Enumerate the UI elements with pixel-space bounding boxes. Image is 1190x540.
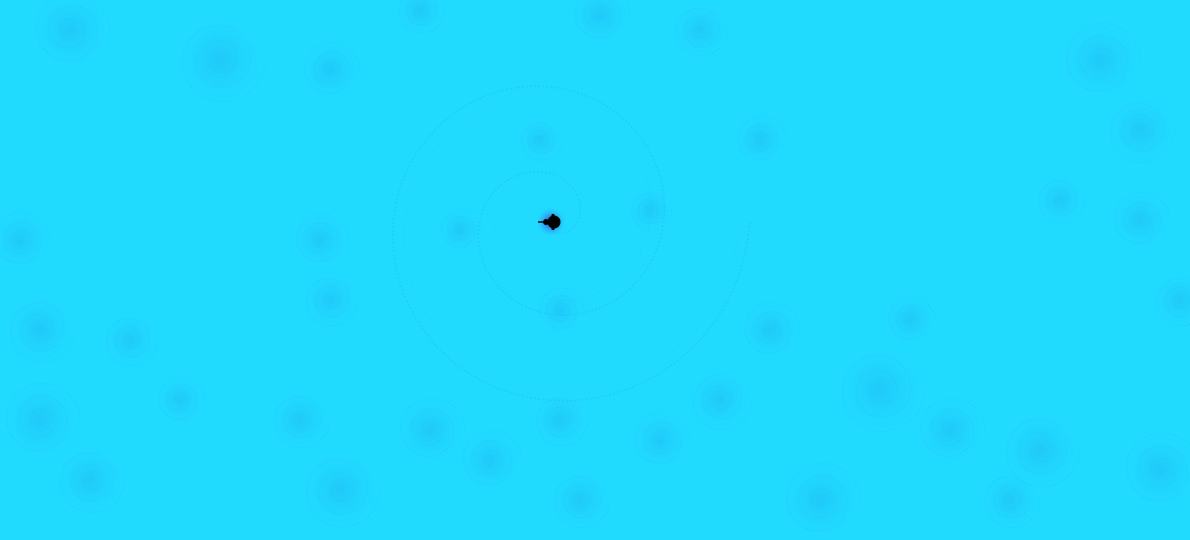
satellite-glow — [296, 266, 364, 334]
central-swirl-arm — [391, 85, 751, 402]
satellite-glow — [0, 288, 82, 372]
minibrot-body — [543, 219, 549, 225]
satellite-glow — [1112, 422, 1190, 518]
satellite-glow — [294, 34, 366, 106]
satellite-glow — [22, 0, 118, 78]
satellite-glow — [150, 370, 210, 430]
satellite-glow — [292, 442, 388, 538]
satellite-glow — [544, 464, 616, 536]
satellite-glow — [1098, 88, 1182, 172]
central-swirl-arm — [433, 78, 731, 332]
satellite-glow — [974, 464, 1046, 536]
satellite-glow — [513, 113, 567, 167]
satellite-glow — [666, 0, 734, 64]
satellite-glow — [880, 290, 940, 350]
satellite-glow — [0, 204, 56, 276]
mandelbrot-minibrot — [535, 206, 567, 238]
satellite-glow — [433, 203, 487, 257]
satellite-glow — [772, 452, 868, 540]
satellite-glow — [826, 336, 934, 444]
satellite-glow — [564, 0, 636, 51]
satellite-glow — [681, 361, 759, 439]
satellite-glow — [1104, 184, 1176, 256]
satellite-glow — [1030, 170, 1090, 230]
satellite-glow — [1146, 266, 1190, 334]
satellite-glow — [728, 108, 792, 172]
satellite-glow — [1052, 12, 1148, 108]
satellite-glow — [734, 294, 806, 366]
satellite-glow — [48, 438, 132, 522]
satellite-glow — [286, 206, 354, 274]
satellite-glow — [451, 421, 529, 499]
satellite-glow — [388, 388, 472, 472]
satellite-glow — [0, 372, 88, 468]
satellite-glow — [166, 6, 274, 114]
minibrot-body — [547, 215, 561, 229]
satellite-glow — [96, 306, 164, 374]
satellite-glow — [264, 384, 336, 456]
satellite-glow — [526, 386, 594, 454]
minibrot-body — [551, 213, 555, 218]
satellite-glow — [624, 404, 696, 476]
satellite-glow — [390, 0, 450, 40]
satellite-glow — [908, 388, 992, 472]
central-swirl-arm — [403, 98, 741, 391]
satellite-glow — [623, 183, 677, 237]
satellite-glow — [531, 281, 589, 339]
minibrot-body — [551, 226, 555, 231]
minibrot-body — [538, 221, 544, 223]
